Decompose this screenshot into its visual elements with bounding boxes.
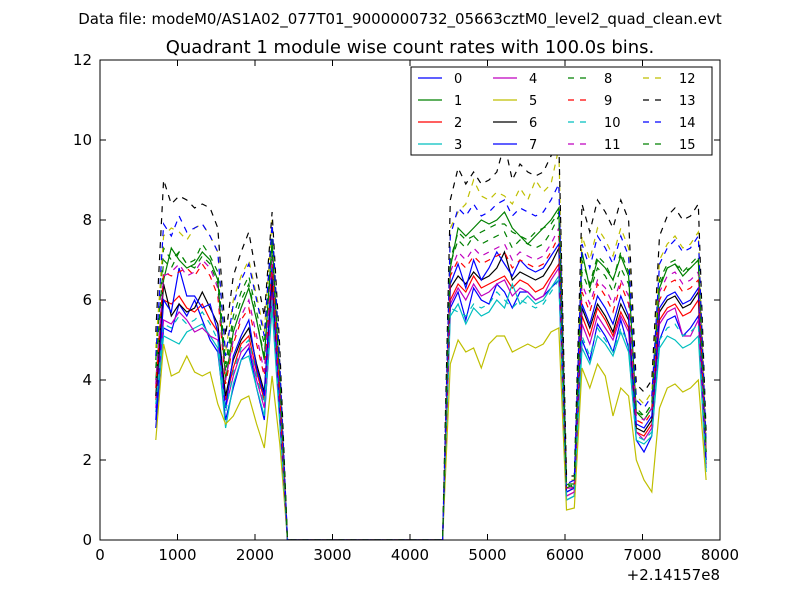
series-line-13 [155,139,707,540]
x-tick-label: 2000 [236,546,274,564]
y-tick-label: 0 [82,531,92,549]
plot-frame [99,59,721,541]
x-tick-label: 6000 [546,546,584,564]
legend-label-12: 12 [679,72,696,87]
figure-suptitle: Data file: modeM0/AS1A02_077T01_90000007… [78,10,722,29]
legend-label-4: 4 [529,72,537,87]
legend-label-13: 13 [679,94,696,109]
series-line-11 [155,227,707,540]
axis-ticks: 0 1000 2000 3000 4000 5000 6000 7000 80000246810… [73,51,739,564]
series-line-2 [155,262,707,540]
x-tick-label: 0 [95,546,105,564]
y-tick-label: 4 [82,371,92,389]
legend-label-11: 11 [604,138,621,153]
series-line-5 [155,327,707,540]
series-line-15 [155,215,707,540]
series-layer [155,139,707,540]
x-tick-label: 4000 [391,546,429,564]
legend-label-0: 0 [454,72,462,87]
legend-label-15: 15 [679,138,696,153]
legend-label-14: 14 [679,116,696,131]
x-tick-label: 3000 [313,546,351,564]
series-line-6 [155,247,707,540]
series-line-7 [155,242,707,540]
series-line-0 [155,278,707,540]
series-line-3 [155,274,707,540]
legend-box [410,66,713,156]
legend-label-7: 7 [529,138,537,153]
series-line-14 [155,183,707,540]
x-tick-label: 5000 [468,546,506,564]
legend-label-10: 10 [604,116,621,131]
legend-label-1: 1 [454,94,462,109]
series-line-4 [155,266,707,540]
legend-label-6: 6 [529,116,537,131]
legend-label-2: 2 [454,116,462,131]
series-line-10 [155,278,707,540]
legend-label-8: 8 [604,72,612,87]
y-tick-label: 8 [82,211,92,229]
chart-title: Quadrant 1 module wise count rates with … [166,37,655,58]
y-tick-label: 2 [82,451,92,469]
legend-label-5: 5 [529,94,537,109]
y-tick-label: 10 [73,131,92,149]
y-tick-label: 12 [73,51,92,69]
legend-label-3: 3 [454,138,462,153]
x-tick-label: 8000 [701,546,739,564]
x-tick-label: 1000 [158,546,196,564]
series-line-9 [155,235,707,540]
x-tick-label: 7000 [623,546,661,564]
x-offset-label: +2.14157e8 [627,566,720,584]
legend-label-9: 9 [604,94,612,109]
y-tick-label: 6 [82,291,92,309]
